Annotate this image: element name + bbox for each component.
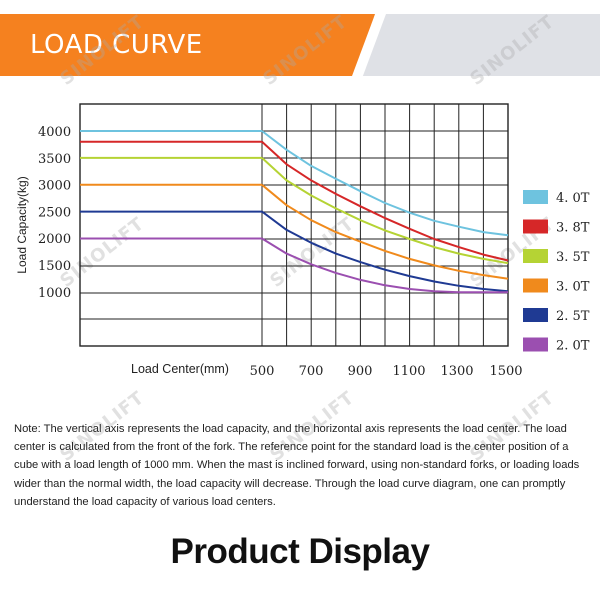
- y-tick-label: 2500: [38, 205, 71, 220]
- header-banner: LOAD CURVE: [0, 14, 600, 76]
- series-line: [261, 130, 509, 237]
- series-line: [261, 184, 509, 280]
- x-tick-label: 900: [348, 364, 373, 379]
- series-line: [261, 237, 508, 294]
- legend-swatch: [523, 190, 548, 204]
- x-tick-label: 1100: [392, 364, 425, 379]
- legend-label: 3. 5T: [556, 250, 590, 265]
- legend-label: 3. 8T: [556, 221, 590, 236]
- y-tick-label: 3500: [38, 152, 71, 167]
- y-tick-label: 2000: [38, 232, 71, 247]
- series-line: [261, 210, 509, 293]
- y-axis-label: Load Capacity(kg): [15, 176, 29, 273]
- y-tick-label: 1000: [38, 286, 71, 301]
- legend-label: 2. 0T: [556, 339, 590, 354]
- x-tick-label: 500: [250, 364, 275, 379]
- legend-swatch: [523, 249, 548, 263]
- section-title: Product Display: [170, 532, 430, 571]
- legend-swatch: [523, 308, 548, 322]
- chart-note: Note: The vertical axis represents the l…: [14, 423, 580, 508]
- load-curve-chart: 4000 3500 3000 2500 2000 1500 1000 500 700 900 110…: [15, 103, 590, 379]
- y-tick-label: 3000: [38, 179, 71, 194]
- x-tick-label: 1300: [440, 364, 473, 379]
- legend-label: 2. 5T: [556, 309, 590, 324]
- legend-swatch: [523, 337, 548, 352]
- y-tick-label: 4000: [38, 125, 71, 140]
- y-tick-label: 1500: [38, 259, 71, 274]
- legend-label: 4. 0T: [556, 191, 590, 206]
- banner-orange-band: [0, 14, 375, 76]
- series-line: [261, 157, 509, 265]
- x-tick-label: 1500: [489, 364, 522, 379]
- x-tick-label: 700: [299, 364, 324, 379]
- x-axis-label: Load Center(mm): [131, 362, 229, 376]
- legend-label: 3. 0T: [556, 280, 590, 295]
- legend-swatch: [523, 219, 548, 234]
- page-title: LOAD CURVE: [30, 30, 203, 60]
- legend-swatch: [523, 278, 548, 293]
- plot-frame: [79, 103, 509, 347]
- series-line: [261, 141, 509, 262]
